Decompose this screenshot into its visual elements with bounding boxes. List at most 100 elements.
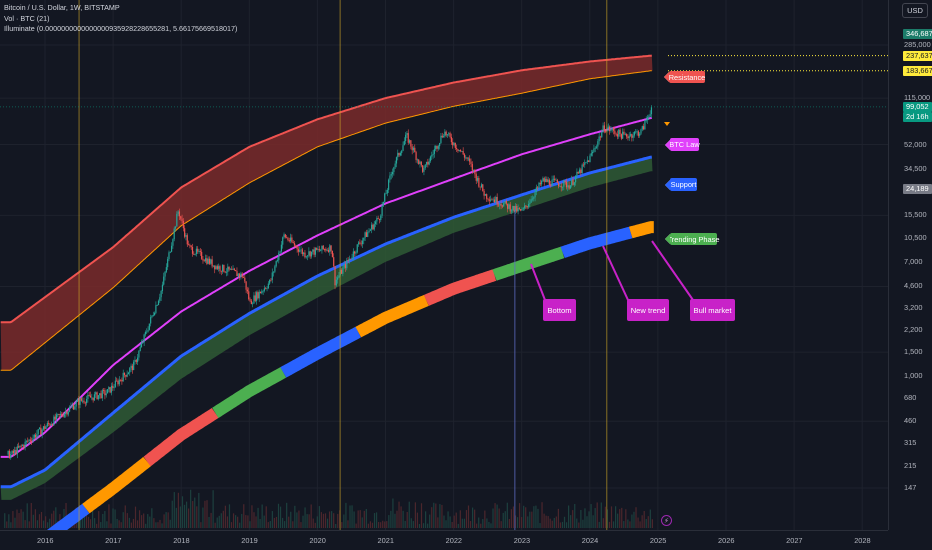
volume-bar (132, 518, 135, 528)
candle (637, 131, 639, 136)
lightning-icon[interactable]: ⚡ (661, 515, 672, 526)
bull-market-callout[interactable]: Bull market (690, 299, 735, 321)
volume-bar (239, 522, 241, 528)
candle (283, 234, 285, 238)
candle (495, 197, 497, 203)
candle (202, 258, 204, 261)
volume-bar (637, 517, 639, 528)
candle (317, 249, 319, 250)
candle (176, 213, 178, 227)
candle (601, 132, 603, 138)
volume-bar (545, 515, 547, 528)
price-chart-canvas[interactable] (0, 0, 888, 530)
volume-bar (214, 522, 216, 528)
volume-bar (408, 501, 410, 528)
volume-bar (447, 511, 449, 528)
volume-bar (539, 523, 541, 528)
volume-bar (420, 503, 423, 528)
candle (433, 149, 435, 154)
volume-bar (183, 504, 186, 528)
volume-bar (55, 507, 57, 528)
candle (265, 288, 267, 290)
volume-bar (249, 521, 251, 528)
candle (620, 134, 622, 139)
volume-bar (504, 511, 506, 528)
candle (87, 394, 89, 400)
candle (187, 244, 190, 246)
volume-bar (34, 509, 36, 528)
volume-bar (126, 513, 128, 528)
candle (82, 400, 84, 402)
volume-bar (482, 519, 484, 528)
volume-bar (551, 520, 553, 528)
volume-bar (612, 521, 615, 528)
candle (201, 251, 203, 259)
volume-bar (619, 509, 621, 528)
volume-bar (527, 516, 529, 528)
volume-bar (486, 518, 488, 528)
candle (88, 394, 90, 396)
volume-bar (116, 518, 118, 528)
candle (359, 242, 361, 244)
time-tick: 2020 (309, 536, 326, 545)
volume-bar (175, 507, 177, 528)
indicator-legend[interactable]: Illuminate (0.00000000000000009359282286… (4, 24, 238, 34)
candle (588, 160, 590, 163)
candle (245, 281, 247, 290)
candle (584, 162, 586, 165)
current-price-arrow (664, 122, 670, 126)
volume-bar (138, 510, 141, 528)
symbol-legend[interactable]: Bitcoin / U.S. Dollar, 1W, BITSTAMP (4, 3, 120, 12)
volume-bar (108, 504, 110, 528)
time-axis[interactable]: 2016 2017 2018 2019 2020 2021 2022 2023 2024 2025… (0, 530, 888, 550)
support-label[interactable]: Support (665, 178, 697, 191)
candle (367, 232, 369, 237)
candle (44, 426, 46, 429)
phase-segment-red (143, 407, 219, 467)
candle (55, 414, 58, 420)
volume-bar (525, 507, 527, 528)
candle (146, 331, 148, 333)
candle (407, 133, 409, 143)
resistance-band (0, 55, 653, 371)
candle (380, 215, 382, 220)
candle (278, 252, 280, 261)
candle (425, 161, 428, 165)
volume-bar (645, 518, 647, 528)
candle (229, 268, 232, 270)
volume-bar (253, 512, 255, 528)
candle (649, 114, 651, 117)
volume-bar (298, 510, 300, 528)
candle (49, 423, 51, 426)
candle (96, 392, 98, 400)
candle (401, 150, 403, 154)
volume-bar (261, 504, 263, 528)
candle (122, 372, 124, 382)
volume-bar (106, 521, 108, 528)
candle (335, 279, 337, 286)
candle (496, 197, 498, 205)
candle (551, 179, 553, 186)
time-tick: 2028 (854, 536, 871, 545)
candle (393, 167, 395, 173)
volume-legend[interactable]: Vol · BTC (21) (4, 13, 50, 23)
btc-law-label[interactable]: BTC Law (665, 138, 700, 151)
trending-phase-label[interactable]: Trending Phase (665, 233, 720, 245)
bottom-callout[interactable]: Bottom (543, 299, 576, 321)
candle (429, 156, 432, 162)
currency-button[interactable]: USD (902, 3, 928, 18)
candle (408, 140, 411, 143)
candle (92, 397, 94, 401)
candle (361, 240, 364, 245)
volume-bar (192, 501, 194, 528)
candle (172, 239, 174, 246)
new-trend-callout[interactable]: New trend (627, 299, 669, 321)
candle (114, 380, 116, 388)
resistance-label[interactable]: Resistance (664, 71, 706, 83)
volume-bar (202, 507, 204, 528)
volume-bar (181, 496, 184, 528)
volume-bar (259, 518, 261, 528)
volume-bar (324, 513, 327, 528)
price-axis[interactable]: 285,000 115,000 52,000 34,500 15,500 10,500 7,… (888, 0, 932, 530)
candle (527, 204, 530, 207)
